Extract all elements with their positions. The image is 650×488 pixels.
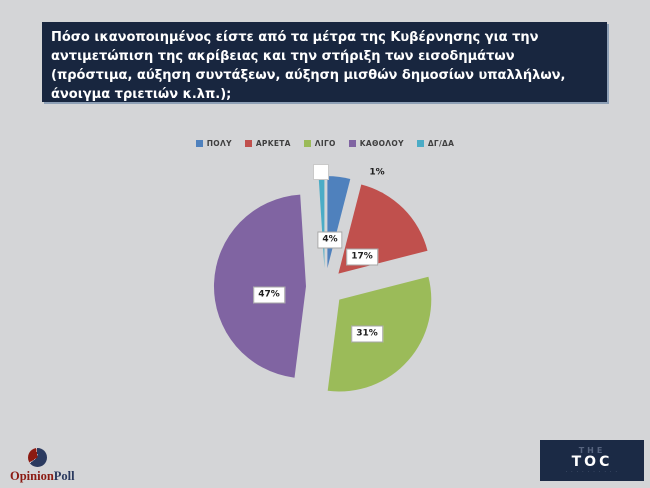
blank-callout-box bbox=[313, 164, 329, 180]
thetoc-logo-the: THE bbox=[578, 445, 606, 455]
pie-value-label-2: 31% bbox=[351, 325, 383, 343]
legend-item-0: ΠΟΛΥ bbox=[195, 138, 232, 148]
pie-value-label-1: 17% bbox=[346, 248, 378, 266]
legend-swatch-icon bbox=[348, 139, 356, 147]
pie-slice-3 bbox=[213, 194, 306, 378]
legend-label: ΛΙΓΟ bbox=[314, 138, 336, 148]
legend-swatch-icon bbox=[416, 139, 424, 147]
pie-value-label-0: 4% bbox=[317, 231, 343, 249]
legend-swatch-icon bbox=[244, 139, 252, 147]
question-title-box: Πόσο ικανοποιημένος είστε από τα μέτρα τ… bbox=[42, 22, 607, 102]
pie-value-label-4: 1% bbox=[369, 167, 385, 178]
legend-label: ΚΑΘΟΛΟΥ bbox=[359, 138, 404, 148]
chart-legend: ΠΟΛΥ ΑΡΚΕΤΑ ΛΙΓΟ ΚΑΘΟΛΟΥ ΔΓ/ΔΑ bbox=[0, 136, 650, 150]
legend-item-2: ΛΙΓΟ bbox=[303, 138, 336, 148]
thetoc-logo-tagline: · · · · · · · · · · bbox=[565, 469, 619, 475]
opinionpoll-logo: OpinionPoll bbox=[10, 448, 90, 484]
opinionpoll-text-opinion: Opinion bbox=[10, 469, 54, 483]
legend-label: ΔΓ/ΔΑ bbox=[427, 138, 455, 148]
opinionpoll-logo-text: OpinionPoll bbox=[10, 469, 90, 484]
legend-label: ΑΡΚΕΤΑ bbox=[255, 138, 291, 148]
pie-slice-4 bbox=[318, 176, 325, 268]
pie-value-label-3: 47% bbox=[253, 286, 285, 304]
legend-item-4: ΔΓ/ΔΑ bbox=[416, 138, 455, 148]
thetoc-logo: THE TOC · · · · · · · · · · bbox=[540, 440, 644, 481]
legend-item-1: ΑΡΚΕΤΑ bbox=[244, 138, 291, 148]
legend-item-3: ΚΑΘΟΛΟΥ bbox=[348, 138, 404, 148]
legend-label: ΠΟΛΥ bbox=[206, 138, 232, 148]
legend-swatch-icon bbox=[195, 139, 203, 147]
opinionpoll-logo-icon bbox=[28, 448, 47, 467]
opinionpoll-text-poll: Poll bbox=[53, 469, 75, 483]
legend-swatch-icon bbox=[303, 139, 311, 147]
question-title: Πόσο ικανοποιημένος είστε από τα μέτρα τ… bbox=[51, 30, 566, 103]
thetoc-logo-toc: TOC bbox=[571, 453, 613, 470]
